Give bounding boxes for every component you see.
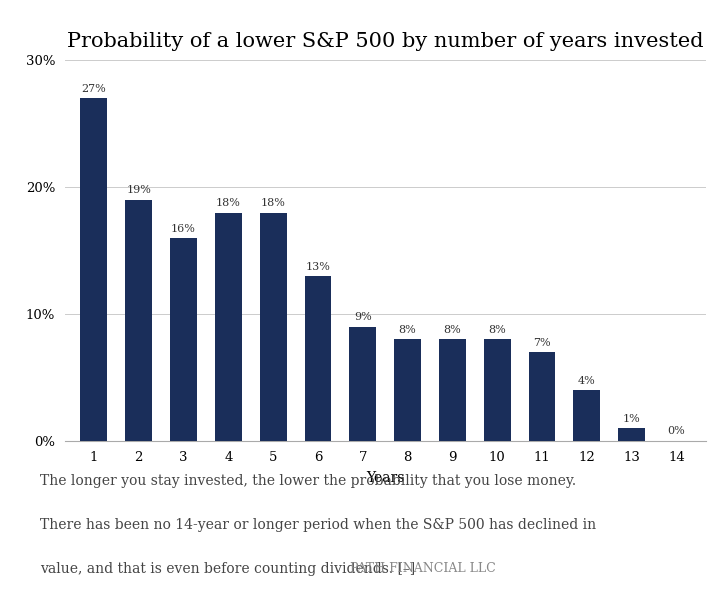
Title: Probability of a lower S&P 500 by number of years invested: Probability of a lower S&P 500 by number…: [67, 31, 703, 51]
Bar: [215, 213, 242, 441]
Text: 8%: 8%: [444, 325, 462, 335]
Text: The longer you stay invested, the lower the probability that you lose money.: The longer you stay invested, the lower …: [40, 474, 576, 488]
Bar: [170, 238, 197, 441]
Text: There has been no 14-year or longer period when the S&P 500 has declined in: There has been no 14-year or longer peri…: [40, 518, 595, 532]
Text: PATH FINANCIAL LLC: PATH FINANCIAL LLC: [338, 562, 496, 576]
Text: 1%: 1%: [623, 414, 641, 424]
Bar: [349, 327, 377, 441]
Bar: [528, 352, 556, 441]
Bar: [81, 98, 107, 441]
X-axis label: Years: Years: [366, 471, 405, 484]
Text: 8%: 8%: [488, 325, 506, 335]
Text: 9%: 9%: [354, 312, 372, 323]
Text: 18%: 18%: [261, 198, 286, 208]
Text: 13%: 13%: [305, 262, 330, 272]
Bar: [484, 339, 510, 441]
Text: 8%: 8%: [399, 325, 416, 335]
Bar: [394, 339, 421, 441]
Bar: [618, 428, 645, 441]
Text: 16%: 16%: [171, 223, 196, 234]
Bar: [439, 339, 466, 441]
Bar: [305, 276, 331, 441]
Bar: [260, 213, 287, 441]
Text: 0%: 0%: [667, 426, 685, 437]
Bar: [125, 200, 152, 441]
Text: 27%: 27%: [81, 84, 107, 94]
Text: 7%: 7%: [534, 338, 551, 348]
Text: 4%: 4%: [578, 376, 595, 386]
Text: 19%: 19%: [126, 185, 151, 196]
Text: value, and that is even before counting dividends. [–]: value, and that is even before counting …: [40, 562, 415, 576]
Text: 18%: 18%: [216, 198, 240, 208]
Bar: [573, 390, 600, 441]
